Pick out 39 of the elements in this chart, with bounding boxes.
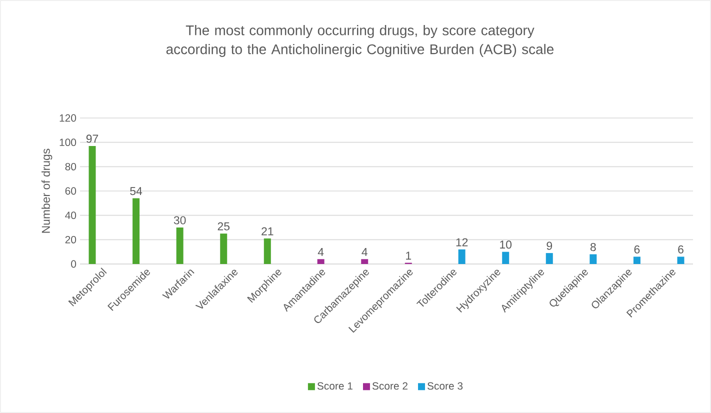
data-label: 30: [174, 216, 186, 224]
bar: [502, 252, 510, 264]
y-tick-label: 20: [65, 236, 76, 244]
bar: [458, 249, 466, 264]
bar: [546, 253, 553, 264]
y-tick-label: 0: [71, 260, 76, 268]
data-label: 6: [678, 245, 684, 254]
data-label: 6: [634, 245, 640, 254]
data-label: 97: [86, 134, 98, 143]
data-label: 9: [546, 242, 552, 250]
legend-label: Score 2: [372, 382, 408, 390]
bar: [590, 254, 597, 264]
legend-label: Score 1: [317, 382, 352, 390]
data-label: 8: [590, 242, 596, 252]
bar: [264, 238, 271, 264]
y-tick-label: 120: [60, 114, 76, 122]
y-tick-label: 100: [60, 138, 76, 146]
data-label: 21: [262, 227, 274, 236]
data-label: 10: [500, 240, 512, 249]
bar: [220, 234, 228, 264]
y-tick-label: 40: [65, 212, 76, 220]
bar: [88, 146, 96, 264]
data-label: 54: [130, 187, 142, 196]
data-label: 12: [456, 238, 468, 246]
bar: [317, 259, 324, 264]
chart-title: The most commonly occurring drugs, by score category according to the Anticholinergic Cognitive Burden (ACB) scale: [166, 25, 554, 57]
y-tick-label: 60: [65, 187, 76, 195]
data-label: 25: [218, 222, 230, 230]
bar: [176, 228, 184, 264]
bar: [361, 259, 368, 264]
data-label: 1: [406, 252, 412, 260]
data-label: 4: [318, 248, 324, 256]
data-label: 4: [362, 248, 368, 256]
legend-label: Score 3: [427, 382, 463, 390]
y-tick-label: 80: [65, 162, 76, 170]
y-axis-title: Number of drugs: [42, 148, 52, 233]
bar: [633, 256, 640, 264]
bar: [132, 198, 140, 264]
bar: [677, 256, 684, 264]
